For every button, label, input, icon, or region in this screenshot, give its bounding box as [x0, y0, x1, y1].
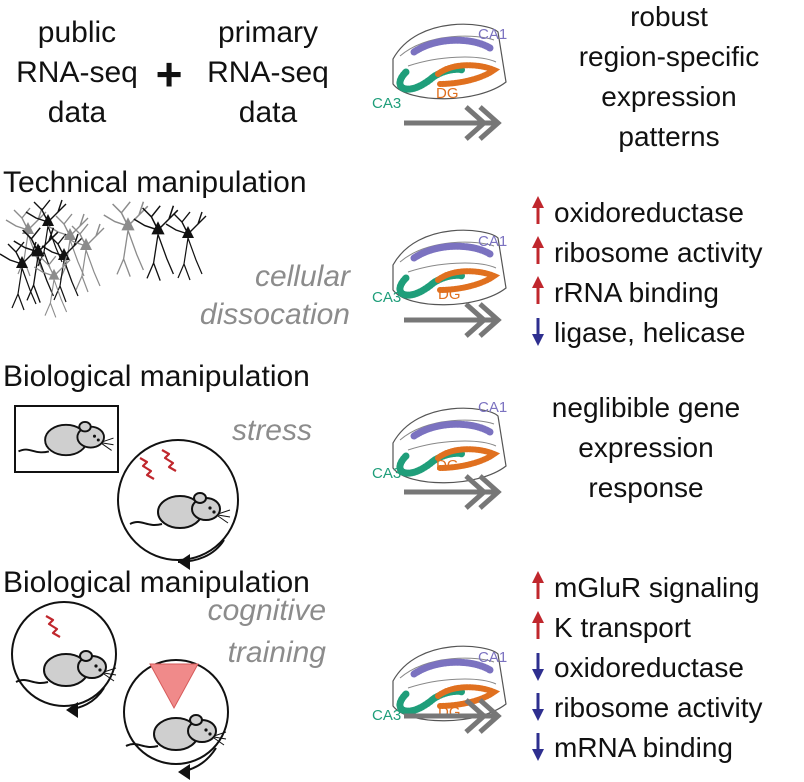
- technical-heading: Technical manipulation: [3, 166, 307, 199]
- ca3-label-4: CA3: [372, 707, 401, 724]
- result3-line-3: response: [588, 472, 703, 503]
- biological-heading-1: Biological manipulation: [3, 360, 310, 393]
- mouse-icon-4: [125, 714, 227, 751]
- up-arrow-icon: [532, 571, 544, 599]
- row2-results: oxidoreductase ribosome activity rRNA bind…: [532, 196, 763, 348]
- row3-result: neglibible gene expression response: [552, 392, 740, 503]
- public-line-3: data: [48, 96, 107, 129]
- result1-line-1: robust: [630, 1, 708, 32]
- stress-arena: [117, 439, 239, 561]
- result1-line-2: region-specific: [579, 41, 760, 72]
- result-item: mRNA binding: [554, 732, 733, 763]
- dissocation-label: dissocation: [200, 298, 350, 331]
- dg-label-2: DG: [438, 286, 461, 303]
- result-item: mGluR signaling: [554, 572, 759, 603]
- double-arrow-1: [404, 107, 498, 139]
- mouse-icon-1: [17, 421, 115, 457]
- ca1-label-2: CA1: [478, 233, 507, 250]
- result-item: ribosome activity: [554, 237, 763, 268]
- result1-line-3: expression: [601, 81, 736, 112]
- dg-label-3: DG: [436, 457, 459, 474]
- mouse-icon-2: [129, 492, 231, 529]
- biological-heading-2: Biological manipulation: [3, 566, 310, 599]
- mouse-icon-3: [15, 650, 117, 687]
- rotation-arrowhead-3: [178, 764, 190, 780]
- row4-results: mGluR signaling K transport oxidoreductase…: [532, 571, 763, 763]
- row1-result: robust region-specific expression patter…: [579, 1, 760, 152]
- public-line-1: public: [38, 16, 116, 49]
- training-arena-1: [11, 601, 117, 707]
- ca1-label-3: CA1: [478, 399, 507, 416]
- ca3-label-1: CA3: [372, 95, 401, 112]
- cellular-label: cellular: [255, 260, 351, 293]
- primary-line-1: primary: [218, 16, 318, 49]
- public-line-2: RNA-seq: [16, 56, 138, 89]
- result-item: ribosome activity: [554, 692, 763, 723]
- training-arena-2: [123, 659, 229, 765]
- up-arrow-icon: [532, 236, 544, 264]
- dissociated-neurons-icon: [103, 201, 207, 282]
- plus-sign: +: [156, 48, 183, 100]
- result-item: K transport: [554, 612, 691, 643]
- cage-box: [14, 405, 119, 473]
- result1-line-4: patterns: [618, 121, 719, 152]
- result-item: ligase, helicase: [554, 317, 745, 348]
- shock-zone-cone: [149, 663, 199, 710]
- primary-line-2: RNA-seq: [207, 56, 329, 89]
- ca3-label-2: CA3: [372, 289, 401, 306]
- lightning-icon-1: [138, 448, 178, 481]
- primary-line-3: data: [239, 96, 298, 129]
- up-arrow-icon: [532, 611, 544, 639]
- stress-label: stress: [232, 414, 312, 447]
- result3-line-2: expression: [578, 432, 713, 463]
- training-label: training: [228, 636, 327, 669]
- result3-line-1: neglibible gene: [552, 392, 740, 423]
- ca3-label-3: CA3: [372, 465, 401, 482]
- rotation-arrowhead-2: [66, 702, 78, 718]
- down-arrow-icon: [532, 733, 544, 761]
- row1-primary-data: primary RNA-seq data: [207, 16, 329, 129]
- ca1-label-1: CA1: [478, 26, 507, 43]
- dg-label-1: DG: [436, 85, 459, 102]
- row1-public-data: public RNA-seq data: [16, 16, 138, 129]
- double-arrow-2: [404, 304, 498, 336]
- result-item: oxidoreductase: [554, 652, 744, 683]
- down-arrow-icon: [532, 318, 544, 346]
- neuron-cluster-icon: [0, 199, 105, 319]
- up-arrow-icon: [532, 276, 544, 304]
- cognitive-label: cognitive: [208, 594, 326, 627]
- ca1-label-4: CA1: [478, 649, 507, 666]
- result-item: rRNA binding: [554, 277, 719, 308]
- up-arrow-icon: [532, 196, 544, 224]
- rotation-arrowhead-1: [178, 554, 190, 570]
- down-arrow-icon: [532, 693, 544, 721]
- result-item: oxidoreductase: [554, 197, 744, 228]
- lightning-icon-2: [44, 614, 62, 639]
- down-arrow-icon: [532, 653, 544, 681]
